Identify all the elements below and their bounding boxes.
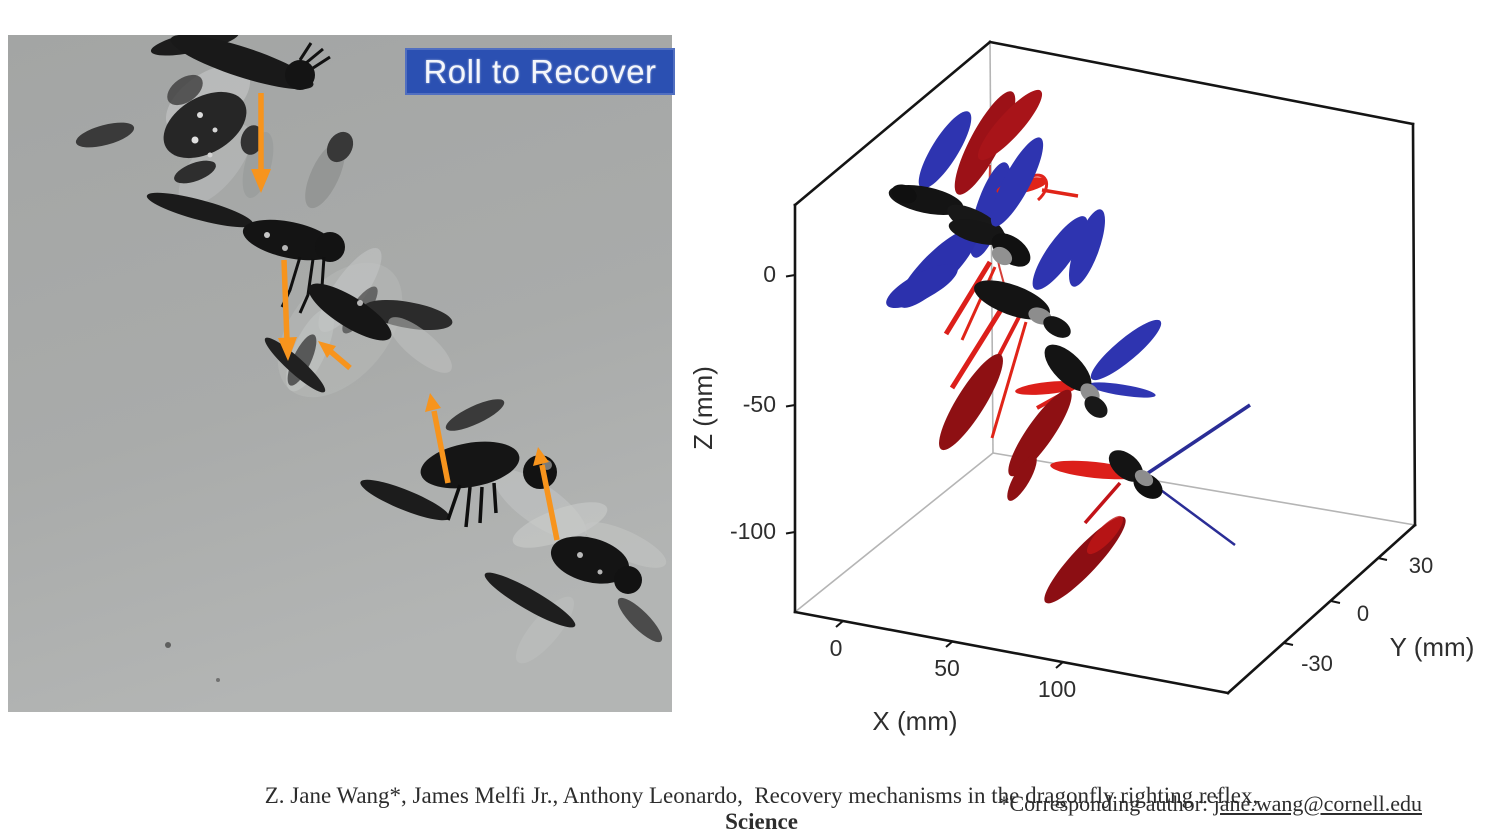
z-tick-0: 0 — [763, 261, 776, 287]
photo-panel: Roll to Recover — [8, 35, 675, 712]
velocity-arrow-3 — [318, 341, 352, 371]
z-axis: 0 -50 -100 Z (mm) — [690, 261, 796, 544]
z-tick-1: -50 — [743, 391, 776, 417]
corresponding-author-prefix: *Corresponding author: — [998, 791, 1209, 816]
x-tick-0: 0 — [830, 635, 843, 661]
axes-box — [793, 40, 1417, 695]
trajectory-plot: 0 -50 -100 Z (mm) 0 50 100 X (mm) -30 — [690, 40, 1475, 736]
corresponding-author-email-link[interactable]: jane.wang@cornell.edu — [1213, 791, 1422, 816]
y-axis: -30 0 30 Y (mm) — [1283, 553, 1475, 676]
dragonfly-model-2 — [886, 137, 1044, 341]
z-tick-2: -100 — [730, 518, 776, 544]
velocity-arrow-4 — [425, 393, 451, 484]
roll-banner-label: Roll to Recover — [423, 52, 657, 90]
dragonfly-model-3 — [939, 209, 1105, 451]
citation-authors-title: Z. Jane Wang*, James Melfi Jr., Anthony … — [264, 783, 1259, 808]
dragonfly-model-5 — [1044, 403, 1251, 604]
dragonfly-model-4 — [1007, 319, 1162, 501]
x-tick-1: 50 — [934, 655, 960, 681]
dragonfly-silhouette-6 — [484, 502, 667, 664]
y-tick-2: 30 — [1409, 553, 1433, 578]
dragonfly-model-1 — [888, 89, 1079, 258]
citation-year: (2022) — [731, 835, 792, 838]
dragonfly-silhouette-4 — [264, 283, 453, 393]
y-tick-0: -30 — [1301, 651, 1333, 676]
citation-line: Z. Jane Wang*, James Melfi Jr., Anthony … — [0, 757, 1500, 838]
z-axis-label: Z (mm) — [690, 366, 718, 450]
x-tick-2: 100 — [1038, 676, 1076, 702]
x-axis-label: X (mm) — [872, 706, 957, 736]
citation-journal: Science — [725, 809, 798, 834]
roll-banner: Roll to Recover — [405, 48, 675, 95]
dust-speck — [165, 642, 171, 648]
velocity-arrow-5 — [533, 447, 560, 541]
velocity-arrows — [251, 93, 560, 541]
dust-speck — [216, 678, 220, 682]
velocity-arrow-1 — [251, 93, 271, 193]
x-axis: 0 50 100 X (mm) — [830, 620, 1076, 736]
photo-canvas — [8, 35, 672, 712]
velocity-arrow-2 — [278, 259, 297, 361]
y-axis-label: Y (mm) — [1390, 632, 1475, 662]
y-tick-1: 0 — [1357, 601, 1369, 626]
corresponding-author-line: *Corresponding author: jane.wang@cornell… — [999, 791, 1423, 817]
dragonfly-silhouette-2 — [75, 91, 252, 206]
